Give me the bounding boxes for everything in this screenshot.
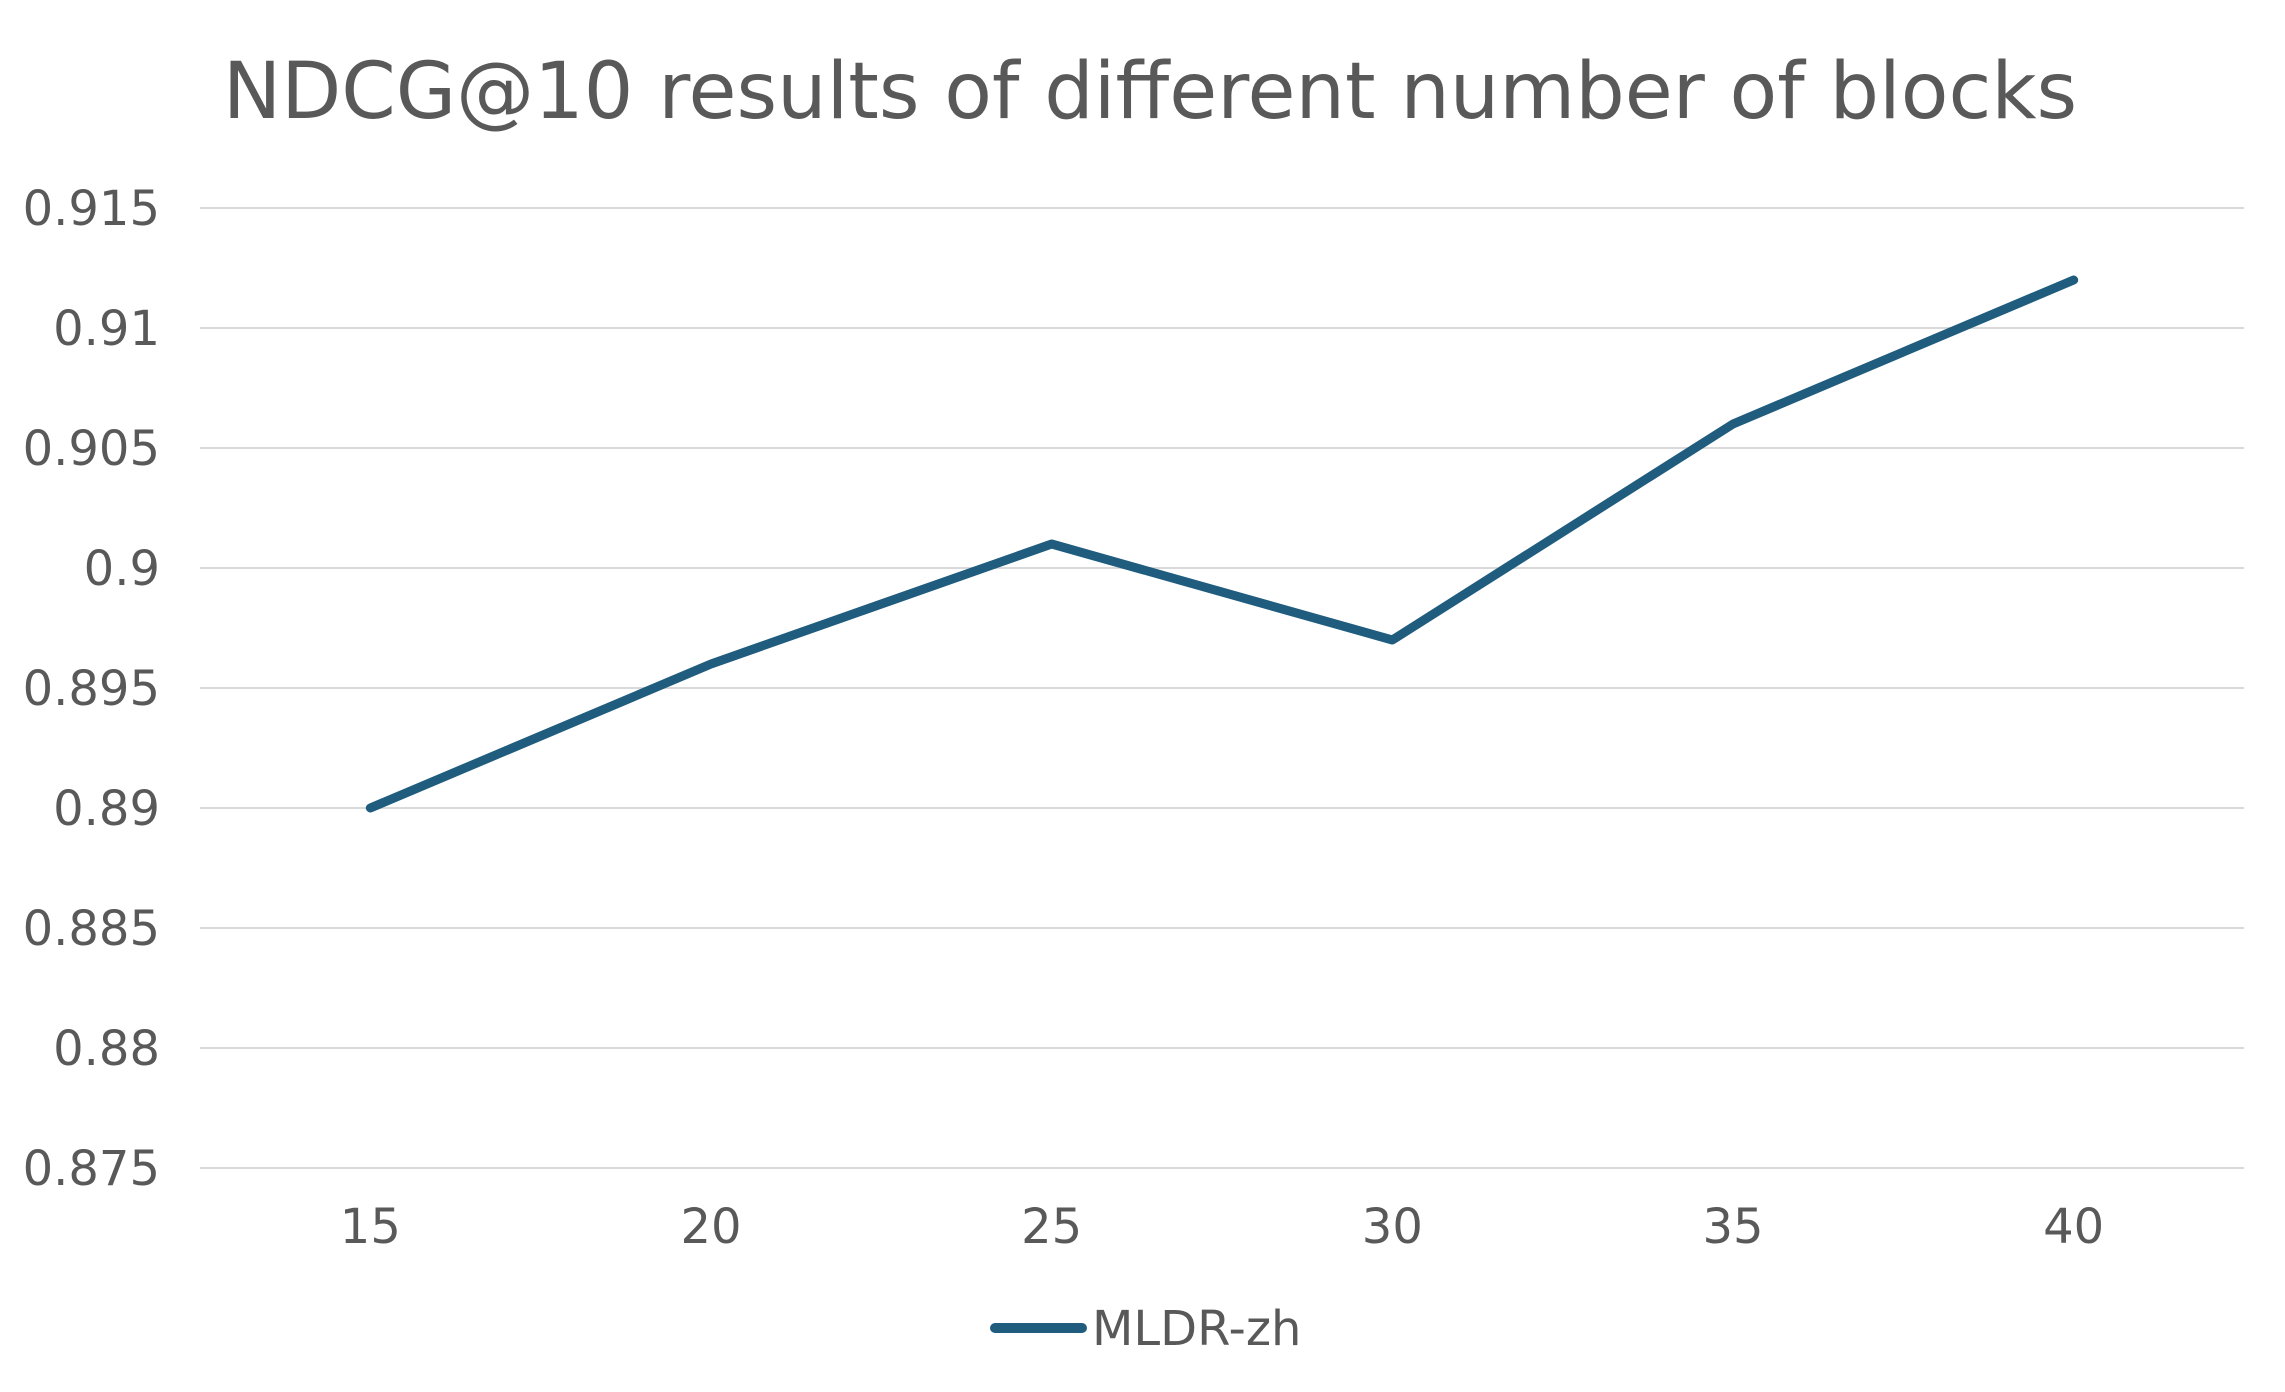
x-tick-label: 40: [2043, 1199, 2104, 1255]
legend-label-mldr-zh: MLDR-zh: [1092, 1301, 1301, 1357]
series-line-mldr-zh: [365, 275, 2079, 813]
x-tick-label: 20: [680, 1199, 741, 1255]
y-axis: 0.875 0.88 0.885 0.89 0.895 0.9 0.905 0.91 0.915: [23, 181, 160, 1197]
series-layer: [365, 275, 2079, 813]
y-tick-label: 0.895: [23, 661, 160, 717]
x-tick-label: 25: [1021, 1199, 1082, 1255]
legend: MLDR-zh: [990, 1301, 1301, 1357]
y-tick-label: 0.89: [53, 781, 160, 837]
y-tick-label: 0.91: [53, 301, 160, 357]
y-tick-label: 0.9: [84, 541, 160, 597]
gridlines: [200, 207, 2244, 1169]
chart-title: NDCG@10 results of different number of b…: [223, 47, 2077, 137]
y-tick-label: 0.885: [23, 901, 160, 957]
y-tick-label: 0.905: [23, 421, 160, 477]
x-tick-label: 15: [340, 1199, 401, 1255]
x-axis: 15 20 25 30 35 40: [340, 1199, 2104, 1255]
y-tick-label: 0.875: [23, 1141, 160, 1197]
y-tick-label: 0.915: [23, 181, 160, 237]
x-tick-label: 30: [1362, 1199, 1423, 1255]
y-tick-label: 0.88: [53, 1021, 160, 1077]
x-tick-label: 35: [1702, 1199, 1763, 1255]
